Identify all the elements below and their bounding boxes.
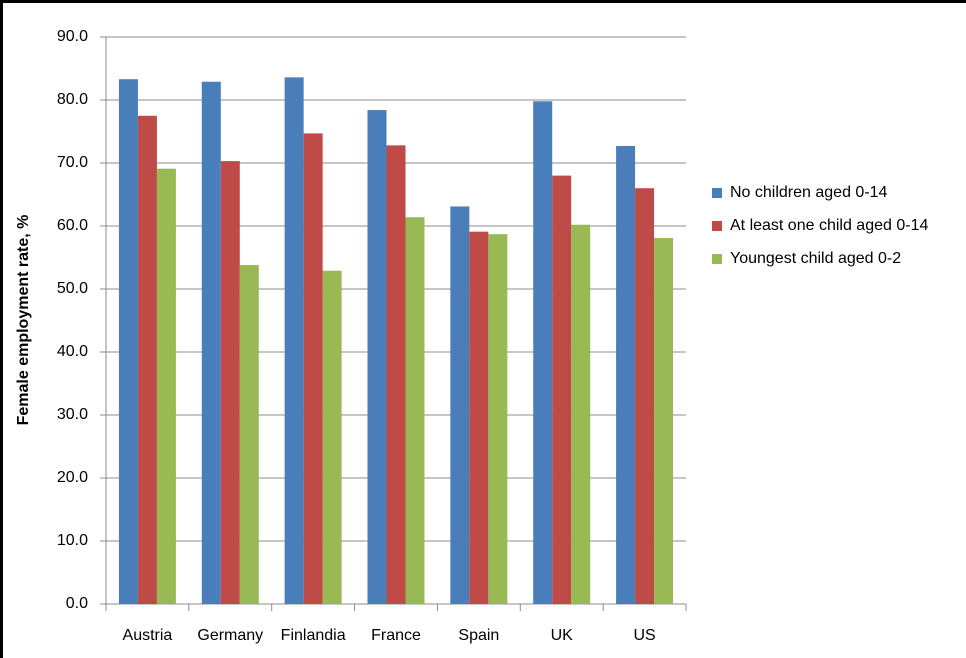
x-tick-label: UK — [551, 627, 574, 644]
bar — [156, 168, 176, 605]
bar — [137, 115, 157, 604]
bar — [405, 217, 425, 604]
legend-label: At least one child aged 0-14 — [730, 217, 928, 234]
x-tick-label: Austria — [123, 627, 173, 644]
y-axis-label: Female employment rate, % — [15, 215, 32, 426]
bar — [118, 79, 138, 604]
legend-swatch — [712, 221, 722, 231]
bar — [552, 175, 572, 604]
x-tick-label: France — [371, 627, 421, 644]
y-tick-label: 30.0 — [57, 406, 88, 423]
bar — [201, 81, 221, 605]
legend-label: Youngest child aged 0-2 — [730, 250, 901, 267]
bar — [469, 231, 489, 605]
x-tick-label: US — [633, 627, 655, 644]
y-tick-label: 70.0 — [57, 154, 88, 171]
x-tick-label: Finlandia — [281, 627, 346, 644]
legend-swatch — [712, 188, 722, 198]
legend-swatch — [712, 254, 722, 264]
y-tick-label: 90.0 — [57, 28, 88, 45]
bar — [239, 265, 259, 604]
bar — [322, 270, 342, 604]
bar — [571, 224, 591, 605]
bar — [533, 101, 553, 604]
y-tick-label: 50.0 — [57, 280, 88, 297]
y-tick-label: 80.0 — [57, 91, 88, 108]
bar — [616, 145, 636, 605]
y-tick-label: 0.0 — [66, 595, 88, 612]
y-tick-label: 10.0 — [57, 532, 88, 549]
y-tick-label: 20.0 — [57, 469, 88, 486]
bar — [220, 161, 240, 605]
legend-label: No children aged 0-14 — [730, 184, 888, 201]
bar — [654, 237, 674, 604]
bar — [367, 110, 387, 604]
y-tick-label: 40.0 — [57, 343, 88, 360]
y-tick-label: 60.0 — [57, 217, 88, 234]
bar — [284, 77, 304, 604]
bar — [635, 188, 655, 604]
bar — [303, 133, 323, 604]
x-tick-label: Spain — [458, 627, 499, 644]
bar — [450, 206, 470, 604]
bar — [488, 234, 508, 604]
x-tick-label: Germany — [197, 627, 263, 644]
bar — [386, 145, 406, 605]
